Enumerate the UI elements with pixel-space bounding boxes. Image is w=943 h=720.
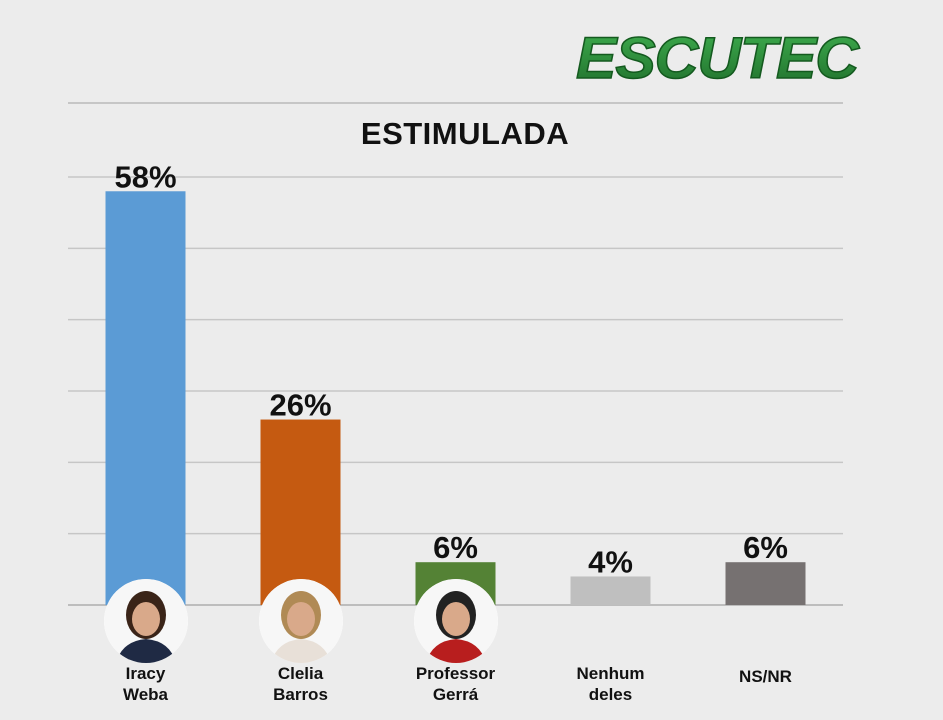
candidate-photo bbox=[103, 579, 188, 663]
category-label: Iracy Weba bbox=[81, 663, 211, 705]
data-label: 26% bbox=[269, 388, 331, 423]
category-label: Nenhum deles bbox=[546, 663, 676, 705]
data-label: 6% bbox=[433, 530, 478, 565]
category-label-line1: Clelia bbox=[277, 664, 324, 683]
category-label: Clelia Barros bbox=[236, 663, 366, 705]
category-label-line2: Weba bbox=[122, 685, 169, 704]
category-label-line2: Gerrá bbox=[432, 685, 479, 704]
candidate-photo bbox=[258, 579, 343, 663]
category-label-line1: Iracy bbox=[125, 664, 166, 683]
category-label: NS/NR bbox=[701, 666, 831, 687]
data-label: 6% bbox=[743, 530, 788, 565]
data-label: 4% bbox=[588, 544, 633, 579]
category-label-line2: Barros bbox=[273, 685, 328, 704]
chart-title: ESTIMULADA bbox=[360, 116, 570, 151]
escutec-logo: ESCUTEC bbox=[572, 26, 862, 92]
candidate-photo bbox=[413, 579, 498, 663]
data-label: 58% bbox=[114, 159, 176, 194]
category-label-line1: Professor bbox=[415, 664, 496, 683]
bar bbox=[105, 191, 186, 605]
logo-graphic: ESCUTEC bbox=[575, 26, 862, 92]
bar bbox=[570, 576, 651, 605]
category-label-line1: Nenhum bbox=[576, 664, 645, 683]
logo-text: ESCUTEC bbox=[576, 26, 860, 91]
category-label: Professor Gerrá bbox=[391, 663, 521, 705]
bar bbox=[725, 562, 806, 605]
bar bbox=[260, 419, 341, 605]
category-label-line2: deles bbox=[588, 685, 633, 704]
category-label-line1: NS/NR bbox=[739, 667, 792, 686]
